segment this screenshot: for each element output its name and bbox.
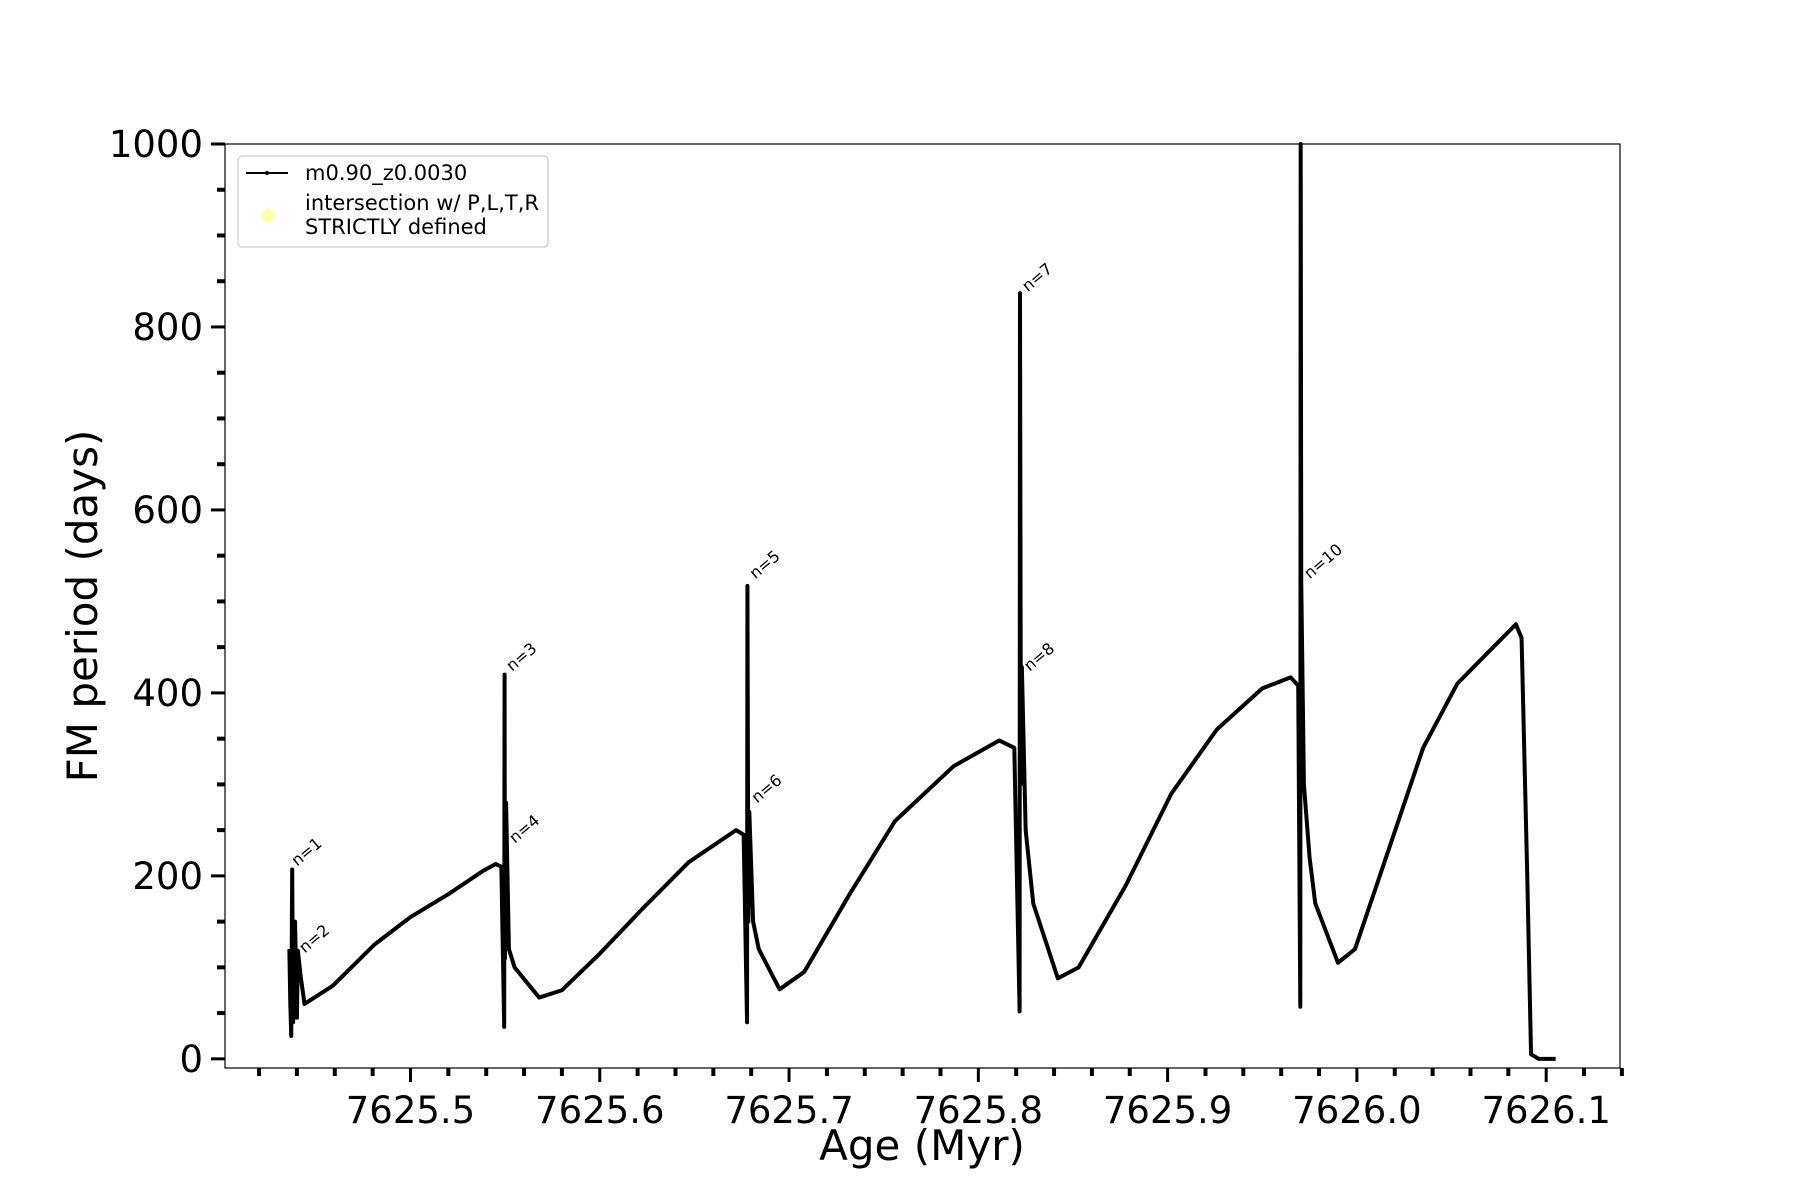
x-axis-label: Age (Myr): [819, 1121, 1025, 1170]
annotation: n=1: [287, 834, 325, 870]
x-tick-label: 7626.0: [1292, 1089, 1421, 1132]
annotation: n=7: [1018, 259, 1056, 295]
legend-marker: [265, 171, 269, 175]
x-tick-label: 7625.8: [914, 1089, 1043, 1132]
legend-label: intersection w/ P,L,T,R STRICTLY defined: [305, 191, 539, 239]
y-tick-label: 600: [132, 489, 203, 532]
x-tick-label: 7625.6: [535, 1089, 664, 1132]
y-tick-label: 1000: [109, 123, 203, 166]
legend-label: m0.90_z0.0030: [305, 161, 467, 186]
x-tick-label: 7625.7: [724, 1089, 853, 1132]
y-tick-label: 200: [132, 855, 203, 898]
annotation: n=3: [502, 639, 540, 675]
annotation: n=10: [1300, 540, 1346, 583]
y-tick-label: 400: [132, 672, 203, 715]
x-tick-label: 7626.1: [1481, 1089, 1610, 1132]
annotation: n=6: [747, 770, 785, 806]
annotation: n=4: [505, 811, 543, 847]
y-tick-label: 0: [179, 1038, 203, 1081]
y-tick-label: 800: [132, 306, 203, 349]
plot-frame: [224, 143, 1621, 1069]
annotation: n=8: [1020, 639, 1058, 675]
x-tick-label: 7625.9: [1103, 1089, 1232, 1132]
annotation: n=2: [295, 920, 333, 956]
annotation: n=5: [746, 546, 784, 582]
x-tick-label: 7625.5: [346, 1089, 475, 1132]
legend-marker: [261, 208, 275, 222]
data-line: [287, 142, 1556, 1061]
y-axis-label: FM period (days): [58, 430, 107, 783]
legend-box: [237, 155, 549, 248]
